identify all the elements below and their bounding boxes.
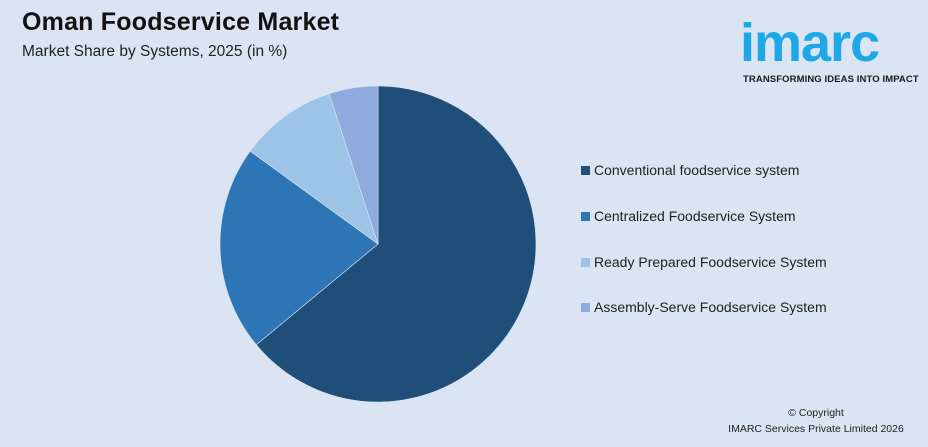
- legend-item-assembly-serve: Assembly-Serve Foodservice System: [581, 299, 827, 315]
- copyright: © Copyright IMARC Services Private Limit…: [716, 405, 916, 437]
- copyright-line2: IMARC Services Private Limited 2026: [728, 423, 904, 435]
- pie-slice-0: [255, 85, 537, 403]
- chart-title: Oman Foodservice Market: [22, 8, 340, 36]
- legend-swatch: [581, 302, 590, 312]
- logo-wordmark: imarc: [740, 13, 880, 73]
- legend-item-centralized: Centralized Foodservice System: [581, 208, 796, 224]
- legend-swatch: [581, 165, 590, 175]
- legend-swatch: [581, 211, 590, 221]
- legend-label: Conventional foodservice system: [594, 162, 800, 178]
- legend-label: Ready Prepared Foodservice System: [594, 254, 827, 270]
- pie-chart: [219, 85, 537, 403]
- copyright-line1: © Copyright: [788, 407, 844, 419]
- legend-swatch: [581, 257, 590, 267]
- legend-item-conventional: Conventional foodservice system: [581, 162, 799, 178]
- chart-subtitle: Market Share by Systems, 2025 (in %): [22, 43, 288, 60]
- imarc-logo: imarc TRANSFORMING IDEAS INTO IMPACT: [740, 8, 920, 88]
- logo-tagline: TRANSFORMING IDEAS INTO IMPACT: [743, 74, 919, 85]
- legend-label: Assembly-Serve Foodservice System: [594, 299, 827, 315]
- legend-label: Centralized Foodservice System: [594, 208, 796, 224]
- pie-slice-1: [219, 150, 379, 346]
- legend-item-ready-prepared: Ready Prepared Foodservice System: [581, 254, 827, 270]
- pie-slice-3: [328, 85, 379, 245]
- pie-slice-2: [249, 93, 379, 245]
